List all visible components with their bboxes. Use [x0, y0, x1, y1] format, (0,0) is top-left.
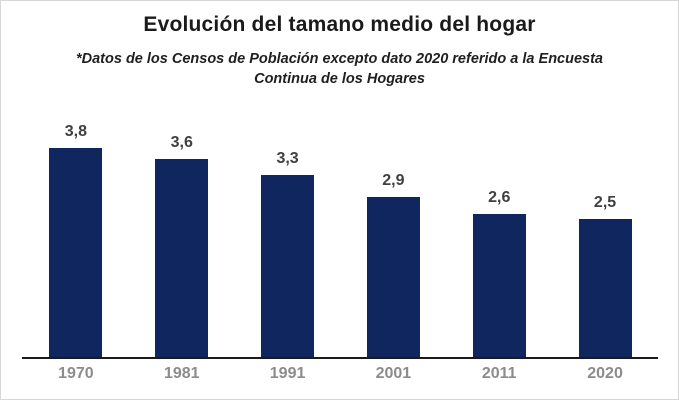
- chart-subtitle: *Datos de los Censos de Población except…: [75, 51, 603, 87]
- bar-value-label: 2,6: [488, 188, 511, 206]
- bar-value-label: 2,5: [593, 194, 617, 212]
- bar-group: 3,8: [23, 123, 129, 357]
- x-axis-tick-label: 1991: [269, 365, 306, 382]
- bar-value-label: 3,3: [276, 150, 299, 168]
- plot-area: 3,8 3,6 3,3 2,9 2,6 2,5: [23, 109, 658, 357]
- bar: [155, 158, 209, 357]
- bar: [472, 213, 526, 357]
- bar-group: 3,6: [129, 134, 235, 357]
- bar-group: 2,9: [340, 172, 446, 357]
- x-axis-tick-label: 1981: [163, 365, 200, 382]
- bar-value-label: 3,8: [64, 122, 88, 140]
- x-axis-tick-label: 1970: [58, 365, 94, 382]
- x-axis-tick-label: 2020: [587, 365, 623, 382]
- bar: [366, 197, 420, 357]
- x-axis-labels: 1970 1981 1991 2001 2011 2020: [23, 365, 658, 383]
- x-axis-tick-label: 2011: [481, 365, 517, 382]
- bar: [578, 219, 632, 357]
- bar-group: 2,5: [552, 194, 658, 357]
- x-axis-tick-label: 2001: [375, 365, 412, 382]
- bar: [49, 147, 103, 357]
- bar-value-label: 3,6: [170, 133, 193, 151]
- bar: [261, 175, 315, 357]
- bar-value-label: 2,9: [382, 172, 405, 190]
- x-axis-line: [22, 357, 658, 359]
- bar-group: 2,6: [446, 189, 552, 357]
- bar-group: 3,3: [235, 150, 341, 357]
- chart-title: Evolución del tamano medio del hogar: [143, 13, 536, 36]
